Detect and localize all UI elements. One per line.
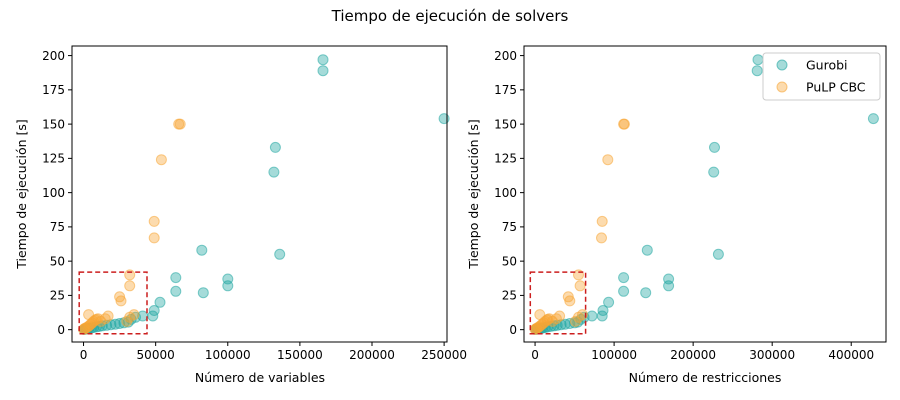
left-series-0-point-23: [170, 272, 182, 284]
legend-label-gurobi: Gurobi: [806, 58, 848, 73]
right-series-0-point-23: [618, 272, 630, 284]
right-highlight-box: [529, 271, 587, 335]
left-chart: 0 50000 100000 150000 200000 250000 0 25 50 75 100…: [14, 45, 467, 385]
left-series-0-point-21: [154, 296, 166, 308]
left-series-1-point-23: [148, 232, 160, 244]
left-y-tick-label: 75: [50, 220, 65, 234]
right-series-1-point-24: [596, 215, 608, 227]
right-points: [529, 54, 879, 335]
right-y-tick-label: 75: [502, 220, 517, 234]
left-x-tick-label: 250000: [421, 348, 467, 362]
left-series-0-point-22: [170, 285, 182, 297]
right-x-tick-label: 100000: [591, 348, 637, 362]
left-x-tick-label: 100000: [205, 348, 251, 362]
right-x-tick-label: 200000: [670, 348, 716, 362]
right-y-tick-label: 0: [509, 323, 517, 337]
left-highlight-box: [78, 271, 148, 335]
left-series-0-point-20: [148, 305, 160, 316]
right-y-tick-label: 175: [494, 83, 517, 97]
right-series-1-point-27: [618, 118, 630, 130]
figure-title: Tiempo de ejecución de solvers: [331, 7, 569, 25]
right-plot-frame: [523, 45, 887, 343]
right-series-1-point-17: [564, 295, 576, 307]
left-y-tick-label: 125: [42, 152, 65, 166]
left-y-tick-label: 50: [50, 254, 65, 268]
left-series-1-point-25: [155, 154, 167, 166]
legend-frame: [762, 52, 881, 101]
right-ticks: 0 100000 200000 300000 400000 0 25 50 75 100 125 15…: [494, 49, 874, 362]
left-series-0-point-28: [268, 166, 280, 178]
right-y-label: Tiempo de ejecución [s]: [466, 119, 481, 270]
right-x-tick-label: 0: [531, 348, 539, 362]
legend: Gurobi PuLP CBC: [762, 52, 881, 101]
left-x-tick-label: 200000: [349, 348, 395, 362]
right-x-label: Número de restricciones: [629, 370, 782, 385]
left-y-tick-label: 25: [50, 289, 65, 303]
right-series-0-point-18: [586, 310, 598, 322]
left-series-0-point-29: [269, 141, 281, 153]
right-series-0-point-25: [640, 287, 652, 299]
right-series-1-point-15: [554, 310, 566, 322]
right-series-0-point-24: [641, 244, 653, 256]
left-plot-frame: [71, 45, 448, 343]
right-y-tick-label: 100: [494, 186, 517, 200]
right-series-1-point-23: [596, 232, 607, 244]
right-series-1-point-25: [602, 154, 614, 166]
right-y-tick-label: 50: [502, 254, 517, 268]
left-series-1-point-17: [115, 295, 127, 307]
right-series-1-point-22: [574, 280, 586, 292]
left-y-tick-label: 150: [42, 117, 65, 131]
right-series-0-point-21: [603, 296, 615, 308]
left-series-1-point-20: [128, 309, 140, 321]
left-x-label: Número de variables: [195, 370, 325, 385]
left-series-0-point-33: [438, 113, 450, 125]
left-x-tick-label: 0: [80, 348, 88, 362]
left-series-1-point-24: [148, 215, 160, 227]
left-series-1-point-27: [174, 118, 186, 130]
left-series-0-point-27: [222, 273, 234, 285]
left-series-1-point-12: [83, 309, 95, 321]
right-y-tick-label: 125: [494, 152, 517, 166]
right-series-0-point-31: [751, 65, 763, 77]
right-series-0-point-33: [867, 113, 879, 125]
right-series-0-point-30: [712, 248, 724, 260]
left-y-tick-label: 200: [42, 49, 65, 63]
right-x-tick-label: 400000: [828, 348, 874, 362]
right-y-tick-label: 25: [502, 289, 517, 303]
right-series-0-point-27: [663, 273, 675, 285]
left-series-0-point-24: [196, 244, 208, 256]
right-series-0-point-19: [596, 310, 608, 322]
left-series-1-point-22: [124, 280, 136, 292]
left-series-0-point-31: [317, 65, 329, 77]
left-series-0-point-30: [274, 248, 286, 260]
right-y-tick-label: 150: [494, 117, 517, 131]
left-series-0-point-32: [317, 54, 329, 66]
left-ticks: 0 50000 100000 150000 200000 250000 0 25 50 75 100…: [42, 49, 467, 362]
right-series-0-point-22: [618, 285, 630, 297]
right-series-0-point-20: [597, 305, 609, 316]
right-x-tick-label: 300000: [749, 348, 795, 362]
left-series-0-point-12: [109, 318, 121, 330]
left-y-tick-label: 100: [42, 186, 65, 200]
left-x-tick-label: 50000: [137, 348, 175, 362]
right-series-0-point-32: [752, 54, 764, 66]
left-y-tick-label: 175: [42, 83, 65, 97]
right-chart: 0 100000 200000 300000 400000 0 25 50 75 100 125 15…: [466, 45, 887, 385]
left-series-1-point-15: [102, 310, 114, 322]
legend-marker-gurobi: [776, 59, 788, 71]
legend-label-pulp: PuLP CBC: [806, 80, 866, 95]
left-x-tick-label: 150000: [277, 348, 323, 362]
right-series-0-point-29: [709, 141, 720, 153]
left-points: [78, 54, 450, 335]
left-series-0-point-25: [197, 287, 209, 299]
legend-marker-pulp: [776, 81, 788, 93]
right-series-0-point-28: [708, 166, 720, 178]
left-y-tick-label: 0: [57, 323, 65, 337]
left-y-label: Tiempo de ejecución [s]: [14, 119, 29, 270]
right-series-1-point-12: [534, 309, 546, 321]
right-y-tick-label: 200: [494, 49, 517, 63]
